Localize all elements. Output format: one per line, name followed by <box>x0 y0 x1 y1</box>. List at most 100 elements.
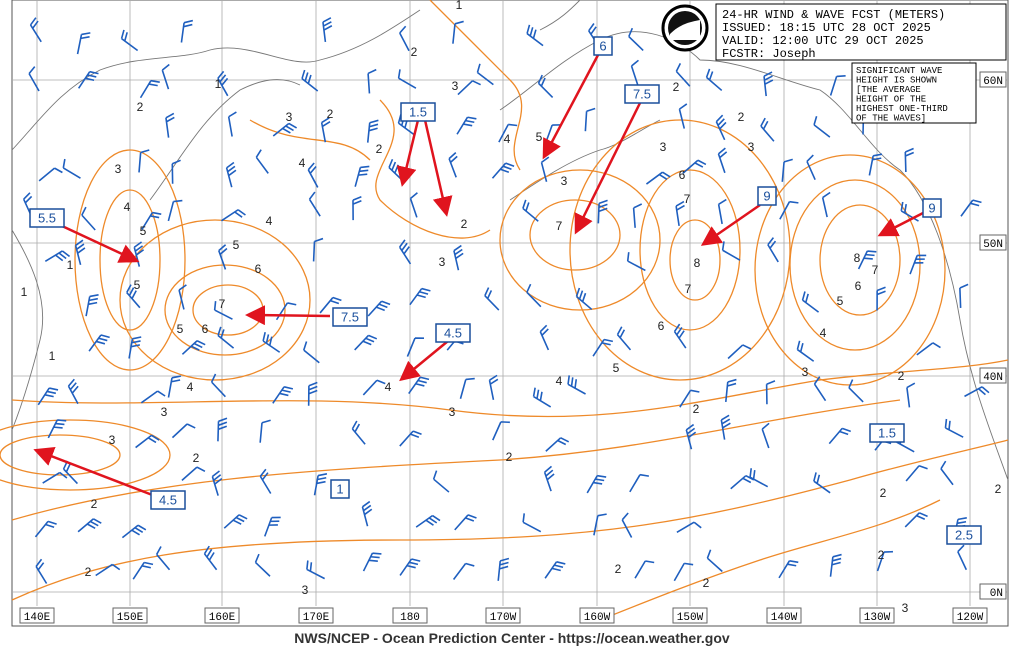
wind-barb <box>476 63 494 86</box>
wind-barb <box>351 420 366 445</box>
contour-label: 6 <box>658 319 665 333</box>
header-forecaster: FCSTR: Joseph <box>722 47 816 61</box>
contour-label: 4 <box>299 156 306 170</box>
wind-barb <box>178 284 187 310</box>
wind-barb <box>223 514 248 529</box>
contour-label: 8 <box>854 251 861 265</box>
lon-label: 160E <box>209 612 236 624</box>
wind-barb <box>406 337 425 357</box>
contour-label: 2 <box>673 80 680 94</box>
wind-barb <box>452 20 464 44</box>
wind-barb <box>28 66 40 92</box>
lat-label-box <box>979 367 1007 384</box>
lon-label-box <box>112 607 148 624</box>
wind-barb <box>679 389 700 408</box>
wind-barb <box>868 153 883 176</box>
contour-label: 5 <box>177 322 184 336</box>
wind-barb <box>717 147 728 174</box>
wind-barb <box>749 468 769 488</box>
lon-label-box <box>485 607 521 624</box>
contour-label: 4 <box>556 374 563 388</box>
lon-label-box <box>952 607 988 624</box>
wind-barb <box>763 71 774 97</box>
wind-barb <box>42 471 68 484</box>
wind-barb <box>959 283 969 308</box>
pointer-arrow <box>877 210 926 237</box>
wind-barb <box>388 158 405 182</box>
wind-barb <box>453 244 464 271</box>
wind-barb <box>167 375 181 398</box>
lat-label: 40N <box>983 372 1003 384</box>
lon-label: 150E <box>117 612 144 624</box>
wind-barb <box>626 252 646 272</box>
wind-barb <box>497 557 510 581</box>
wind-barb <box>180 19 194 43</box>
wind-barb <box>629 473 650 493</box>
wind-barb <box>307 162 319 188</box>
wind-barb <box>721 241 741 261</box>
wind-barb <box>628 27 644 52</box>
wave-height-label: 1 <box>336 481 343 496</box>
header-issued: ISSUED: 18:15 UTC 28 OCT 2025 <box>722 21 931 35</box>
contour-label: 5 <box>233 238 240 252</box>
wind-barb <box>275 302 297 321</box>
wind-barb <box>362 379 386 396</box>
wind-barb <box>706 549 723 573</box>
wind-barb <box>448 152 458 178</box>
lon-label: 170E <box>303 612 330 624</box>
wind-barb <box>457 80 481 96</box>
wind-barb <box>76 32 91 55</box>
lon-label: 160W <box>584 612 611 624</box>
wind-barb <box>306 560 326 580</box>
contour-label: 1 <box>49 349 56 363</box>
wind-barb <box>567 375 586 395</box>
lon-label-box <box>298 607 334 624</box>
wind-barb <box>452 562 475 580</box>
contour-label: 5 <box>536 130 543 144</box>
wind-barb <box>673 323 687 349</box>
wind-barb <box>724 378 737 402</box>
wave-height-label: 1.5 <box>409 104 427 119</box>
wind-barb <box>876 550 893 572</box>
wave-height-label: 4.5 <box>159 492 177 507</box>
wind-barb <box>909 254 927 275</box>
wind-barb <box>399 558 421 576</box>
wind-barb <box>138 149 150 173</box>
wave-height-label: 6 <box>599 38 606 53</box>
wind-barb <box>217 326 235 349</box>
contour-label: 5 <box>134 278 141 292</box>
wind-barb <box>211 470 223 496</box>
contour-label: 2 <box>411 45 418 59</box>
wave-height-label: 1.5 <box>878 425 896 440</box>
wind-barb <box>944 418 964 438</box>
lon-label-box <box>392 607 428 624</box>
contour-label: 2 <box>85 565 92 579</box>
wind-barb <box>77 518 102 533</box>
wind-barb <box>354 334 378 351</box>
contour-label: 2 <box>995 482 1002 496</box>
wave-contours <box>0 0 1009 621</box>
wind-barb <box>526 283 542 308</box>
wind-barb <box>220 209 246 222</box>
contour-label: 1 <box>21 285 28 299</box>
wind-barb <box>829 553 842 577</box>
pointer-arrow <box>399 340 449 382</box>
contour-label: 3 <box>302 583 309 597</box>
wind-barb <box>593 513 607 536</box>
pointer-arrow <box>423 119 453 217</box>
wind-barb <box>586 474 607 494</box>
wind-barb <box>409 192 418 218</box>
wave-height-label: 9 <box>763 188 770 203</box>
wind-barb <box>210 373 226 398</box>
contour-label: 2 <box>880 486 887 500</box>
wind-barb <box>537 74 554 99</box>
wind-barb <box>362 552 382 572</box>
wave-box <box>435 323 471 343</box>
wind-barb <box>301 69 319 92</box>
pointer-arrow <box>542 54 600 160</box>
wind-barb <box>171 423 196 439</box>
labels: 140E 150E 160E 170E 180 170W 160W 150W 140W 130W 1… <box>19 0 1007 624</box>
wind-barb <box>29 17 42 43</box>
contour-label: 2 <box>91 497 98 511</box>
